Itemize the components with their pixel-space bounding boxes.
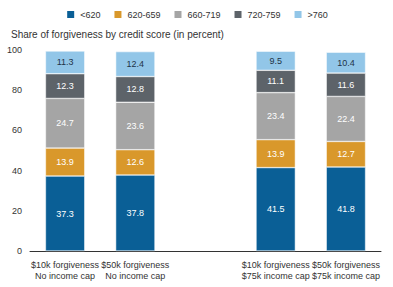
svg-text:$50k forgiveness: $50k forgiveness — [101, 260, 170, 270]
svg-text:10.4: 10.4 — [337, 58, 355, 68]
svg-text:20: 20 — [12, 206, 22, 216]
svg-text:720-759: 720-759 — [248, 10, 281, 20]
svg-text:$75k income cap: $75k income cap — [312, 271, 380, 281]
svg-text:12.3: 12.3 — [56, 81, 74, 91]
svg-text:12.7: 12.7 — [337, 149, 355, 159]
svg-text:<620: <620 — [80, 10, 100, 20]
svg-text:100: 100 — [7, 45, 22, 55]
svg-text:80: 80 — [12, 85, 22, 95]
svg-text:12.4: 12.4 — [127, 59, 145, 69]
svg-text:9.5: 9.5 — [269, 56, 282, 66]
svg-text:>760: >760 — [308, 10, 328, 20]
svg-text:11.3: 11.3 — [57, 57, 74, 67]
svg-text:11.1: 11.1 — [267, 76, 284, 86]
svg-text:12.8: 12.8 — [127, 84, 145, 94]
svg-text:23.6: 23.6 — [127, 121, 145, 131]
svg-text:$10k forgiveness: $10k forgiveness — [31, 260, 100, 270]
svg-text:37.3: 37.3 — [56, 209, 74, 219]
svg-text:11.6: 11.6 — [337, 80, 354, 90]
svg-text:41.5: 41.5 — [267, 204, 285, 214]
svg-text:40: 40 — [12, 166, 22, 176]
svg-text:No income cap: No income cap — [35, 271, 95, 281]
svg-text:0: 0 — [17, 246, 22, 256]
svg-text:No income cap: No income cap — [105, 271, 165, 281]
svg-text:22.4: 22.4 — [337, 114, 355, 124]
svg-text:660-719: 660-719 — [187, 10, 220, 20]
svg-text:$50k forgiveness: $50k forgiveness — [312, 260, 381, 270]
svg-text:23.4: 23.4 — [267, 111, 285, 121]
svg-text:60: 60 — [12, 125, 22, 135]
svg-text:Share of forgiveness by credit: Share of forgiveness by credit score (in… — [11, 29, 224, 40]
svg-text:$75k income cap: $75k income cap — [242, 271, 310, 281]
svg-text:37.8: 37.8 — [127, 208, 145, 218]
svg-text:13.9: 13.9 — [56, 157, 74, 167]
svg-text:$10k forgiveness: $10k forgiveness — [242, 260, 311, 270]
svg-text:41.8: 41.8 — [337, 204, 355, 214]
svg-text:24.7: 24.7 — [56, 118, 74, 128]
svg-text:12.6: 12.6 — [127, 157, 145, 167]
svg-text:13.9: 13.9 — [267, 149, 285, 159]
svg-text:620-659: 620-659 — [127, 10, 160, 20]
